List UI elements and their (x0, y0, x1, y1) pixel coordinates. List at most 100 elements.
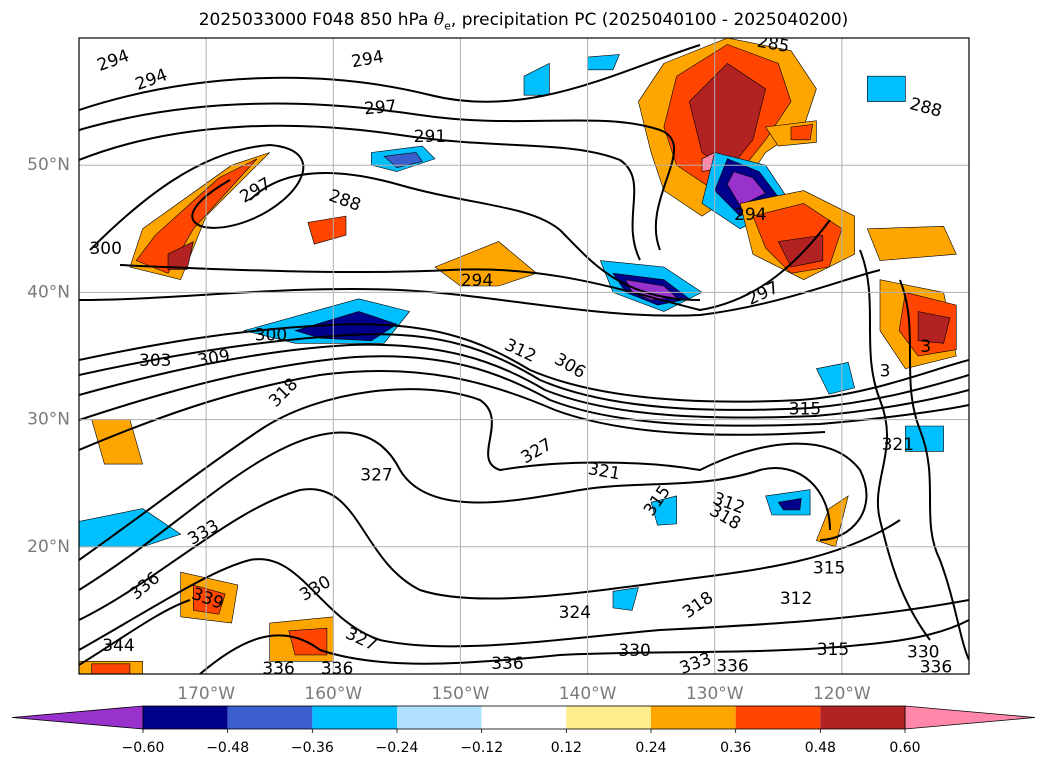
lat-tick-label: 30°N (27, 410, 70, 430)
contour-line (79, 343, 969, 419)
title-prefix: 2025033000 F048 850 hPa (198, 10, 434, 30)
precip-region (866, 75, 906, 102)
colorbar-extend-low (11, 705, 144, 730)
precip-region (193, 584, 226, 615)
contour-line (79, 599, 191, 666)
contour-line (79, 124, 641, 261)
contour-label: 321 (882, 435, 914, 455)
contour-line (79, 370, 826, 451)
lon-tick-label: 150°W (432, 684, 490, 704)
colorbar-swatch (397, 706, 482, 729)
precip-region (612, 587, 639, 611)
colorbar-tick-label: −0.24 (376, 740, 419, 756)
contour-line (79, 388, 868, 561)
precip-region (727, 171, 767, 207)
precip-region (790, 124, 813, 141)
colorbar-swatch (651, 706, 736, 729)
contour-label: 336 (262, 659, 294, 679)
colorbar-tick-label: −0.60 (122, 740, 165, 756)
precip-region (866, 225, 957, 261)
chart-title: 2025033000 F048 850 hPa θe, precipitatio… (0, 10, 1047, 32)
contour-line (89, 143, 305, 251)
colorbar-extend-high (904, 705, 1036, 730)
precip-region (91, 663, 131, 674)
contour-label: 315 (817, 640, 849, 660)
colorbar-tick-label: −0.36 (291, 740, 334, 756)
lon-tick-label: 140°W (559, 684, 617, 704)
contour-label: 336 (491, 654, 523, 674)
contour-label: 300 (89, 239, 121, 259)
contour-line (79, 355, 969, 427)
contour-label: 330 (907, 642, 939, 662)
precip-region (815, 362, 855, 395)
contour-line (79, 431, 831, 591)
precip-region (688, 63, 766, 173)
contour-line (119, 219, 831, 312)
graticule (79, 38, 969, 674)
colorbar-swatch (481, 706, 567, 729)
colorbar-tick-label: 0.48 (805, 740, 836, 756)
contour-label: 315 (789, 399, 821, 419)
precip-region (383, 152, 423, 169)
lon-tick-label: 160°W (304, 684, 362, 704)
contour-label: 3 (920, 337, 931, 357)
contour-label: 344 (102, 636, 134, 656)
contour-label: 3 (880, 361, 891, 381)
contour-label: 330 (618, 641, 650, 661)
precip-region (135, 158, 258, 274)
contour-label: 285 (755, 32, 790, 57)
lat-tick-label: 40°N (27, 282, 70, 302)
contour-label: 327 (360, 466, 392, 486)
theta-e-contour-layer (79, 44, 969, 674)
contour-label: 315 (813, 558, 845, 578)
precip-region (777, 498, 802, 511)
contour-line (79, 323, 969, 403)
contour-label: 297 (363, 97, 397, 120)
lat-tick-label: 20°N (27, 537, 70, 557)
contour-line (249, 172, 701, 301)
contour-label: 312 (780, 589, 812, 609)
precip-region (650, 495, 677, 526)
contour-label: 324 (559, 603, 591, 623)
colorbar-swatch (312, 706, 397, 729)
colorbar-tick-label: −0.48 (206, 740, 249, 756)
colorbar-tick-label: 0.60 (889, 740, 920, 756)
precip-region (905, 425, 944, 452)
contour-line (859, 249, 931, 641)
colorbar-swatch (735, 706, 821, 729)
title-suffix: , precipitation PC (2025040100 - 2025040… (450, 10, 849, 30)
colorbar-tick-label: 0.24 (635, 740, 666, 756)
colorbar-tick-label: 0.12 (551, 740, 582, 756)
contour-label: 291 (414, 127, 446, 147)
title-theta-subscript: e (444, 19, 451, 33)
contour-label: 336 (920, 658, 952, 678)
contour-line (79, 102, 675, 251)
lon-tick-label: 130°W (686, 684, 744, 704)
lon-tick-label: 120°W (813, 684, 871, 704)
contour-label: 294 (461, 271, 493, 291)
contour-line (79, 488, 901, 621)
contour-line (899, 279, 969, 661)
precip-region (917, 311, 951, 344)
contour-label: 300 (255, 326, 287, 346)
colorbar-swatch (143, 706, 228, 729)
colorbar: −0.60 −0.48 −0.36 −0.24 −0.12 0.12 0.24 0.36 0.4… (11, 705, 1036, 756)
colorbar-tick-label: −0.12 (460, 740, 503, 756)
contour-line (79, 558, 969, 651)
colorbar-swatch (820, 706, 905, 729)
title-theta-symbol: θ (433, 10, 445, 30)
contour-label: 303 (139, 351, 171, 371)
contour-label: 336 (716, 656, 748, 676)
map-frame (78, 37, 970, 675)
colorbar-frame (142, 705, 906, 730)
colorbar-swatch (566, 706, 651, 729)
precip-region (167, 240, 194, 270)
contour-label: 336 (321, 659, 353, 679)
longitude-tick-labels: 170°W 160°W 150°W 140°W 130°W 120°W (177, 684, 871, 704)
contour-line (199, 619, 969, 674)
latitude-tick-labels: 20°N 30°N 40°N 50°N (27, 155, 70, 557)
contour-line (79, 44, 701, 111)
